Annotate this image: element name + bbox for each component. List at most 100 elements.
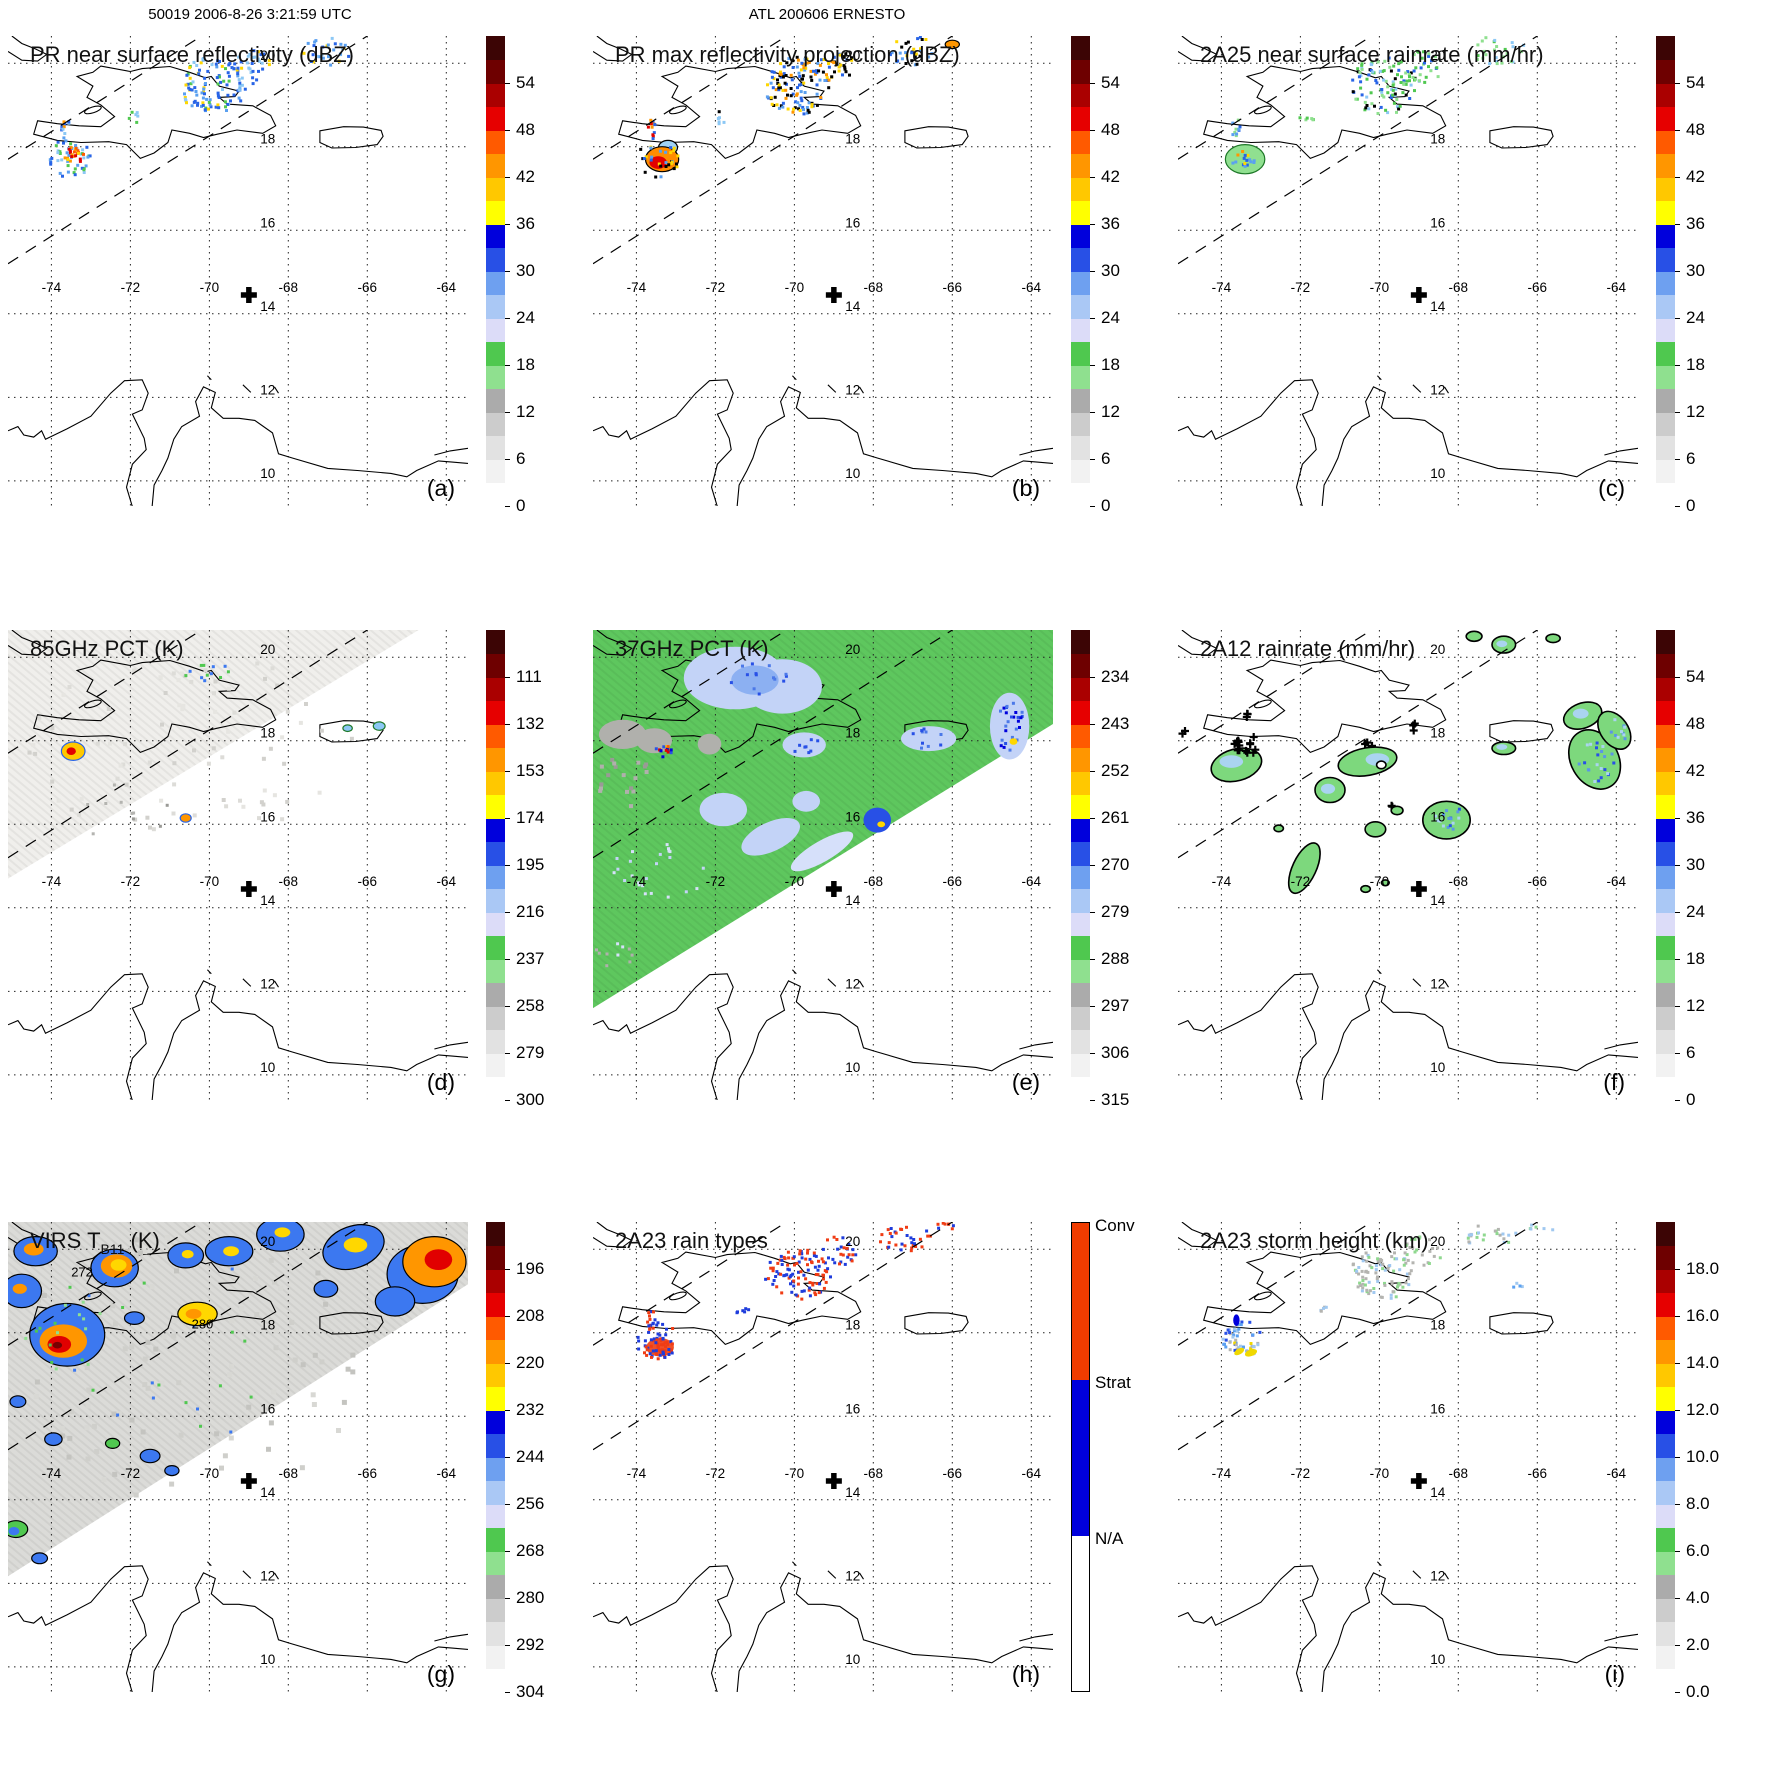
coastlines: [1178, 1222, 1638, 1692]
lat-label: 10: [845, 466, 860, 481]
colorbar-segment: [1071, 224, 1090, 248]
lat-label: 20: [845, 642, 860, 657]
colorbar-segment: [1656, 1410, 1675, 1434]
graticule: [1178, 1222, 1638, 1692]
colorbar-segment: [1071, 341, 1090, 366]
lat-label: 18: [1430, 132, 1445, 147]
colorbar-tick: [505, 1409, 510, 1411]
coastlines: [1178, 630, 1638, 1100]
colorbar-tick-label: 6.0: [1686, 1541, 1710, 1560]
colorbar-tick: [1675, 223, 1680, 225]
colorbar-segment: [1656, 294, 1675, 319]
colorbar-segment: [486, 1316, 505, 1340]
panel-title-b: PR max reflectivity projection (dBZ): [615, 42, 960, 67]
colorbar-segment: [1656, 1433, 1675, 1458]
colorbar-segment: [486, 482, 505, 507]
colorbar-segment: [1656, 818, 1675, 842]
lat-label: 20: [1430, 48, 1445, 63]
colorbar-tick: [1090, 505, 1095, 507]
lon-label: -68: [864, 874, 884, 889]
colorbar-tick: [505, 1503, 510, 1505]
colorbar-tick-label: 111: [516, 667, 542, 686]
colorbar-tick-label: 2.0: [1686, 1635, 1710, 1654]
colorbar-segment: [1071, 630, 1090, 654]
lon-label: -68: [1449, 1466, 1469, 1481]
colorbar-segment: [486, 771, 505, 795]
colorbar-segment: [1656, 982, 1675, 1007]
colorbar-segment: [486, 1574, 505, 1599]
colorbar-tick: [505, 817, 510, 819]
colorbar-tick-label: 292: [516, 1635, 545, 1654]
lat-label: 14: [260, 893, 276, 908]
lon-label: -68: [279, 874, 299, 889]
lat-label: 14: [260, 299, 276, 314]
colorbar-tick-label: 48: [1686, 714, 1705, 733]
colorbar-segment: [486, 1504, 505, 1528]
lat-label: 12: [1430, 976, 1445, 991]
lat-label: 18: [1430, 726, 1445, 741]
lon-label: -66: [358, 1466, 378, 1481]
colorbar-tick-label: 36: [1686, 214, 1705, 233]
lon-label: -72: [706, 1466, 726, 1481]
colorbar-tick-label: 30: [1686, 261, 1705, 280]
colorbar-segment: [1656, 935, 1675, 960]
lat-label: 18: [1430, 1318, 1445, 1333]
colorbar-segment: [486, 1222, 505, 1246]
colorbar-segment: [1656, 130, 1675, 154]
colorbar-segment: [1071, 59, 1090, 84]
map-content: -74 -72 -70 -68 -66 -64 20 18 16 14 12 10: [8, 36, 468, 506]
colorbar-tick: [1675, 129, 1680, 131]
colorbar-tick-label: 232: [516, 1400, 545, 1419]
storm-center-marker: [240, 287, 257, 304]
axis-labels: -74 -72 -70 -68 -66 -64 20 18 16 14 12 10: [627, 642, 1042, 1075]
colorbar-tick: [1675, 176, 1680, 178]
colorbar-segment: [1656, 106, 1675, 131]
colorbar-tick-label: 54: [1686, 73, 1705, 92]
colorbar-tick-label: 30: [1101, 261, 1120, 280]
colorbar-tick-label: 208: [516, 1306, 545, 1325]
lat-label: 14: [1430, 1485, 1446, 1500]
lat-label: 14: [845, 299, 861, 314]
lon-label: -74: [42, 874, 62, 889]
colorbar-segment: [486, 1433, 505, 1458]
panel-title-h: 2A23 rain types: [615, 1228, 768, 1253]
colorbar-segment: [486, 247, 505, 272]
colorbar-tick-label: 42: [1101, 167, 1120, 186]
lat-label: 10: [260, 1652, 275, 1667]
colorbar-segment: [1071, 724, 1090, 748]
colorbar-tick: [505, 1550, 510, 1552]
colorbar-tick-label: 153: [516, 761, 545, 780]
map-e: -74 -72 -70 -68 -66 -64 20 18 16 14 12 10: [593, 630, 1053, 1100]
lon-label: -64: [1022, 1466, 1042, 1481]
raintype-segment: [1072, 1223, 1089, 1380]
lat-label: 18: [260, 132, 275, 147]
colorbar-tick-label: 12: [516, 402, 535, 421]
colorbar-tick: [505, 1456, 510, 1458]
colorbar-tick: [505, 317, 510, 319]
colorbar-segment: [1071, 388, 1090, 413]
colorbar-segment: [486, 83, 505, 107]
colorbar-segment: [486, 630, 505, 654]
colorbar-segment: [486, 59, 505, 84]
colorbar-tick: [1090, 676, 1095, 678]
storm-name-title: ATL 200606 ERNESTO: [748, 6, 906, 23]
colorbar-segment: [486, 1457, 505, 1481]
lon-label: -72: [706, 874, 726, 889]
colorbar-segment: [486, 200, 505, 225]
colorbar-tick: [1090, 458, 1095, 460]
colorbar-segment: [1656, 1668, 1675, 1693]
lon-label: -74: [627, 280, 647, 295]
colorbar-segment: [486, 1527, 505, 1552]
panel-letter-f: (f): [1603, 1069, 1625, 1095]
colorbar-segment: [1071, 1053, 1090, 1077]
panel-title-d: 85GHz PCT (K): [30, 636, 184, 661]
colorbar-segment: [1656, 365, 1675, 389]
raintype-label: Conv: [1095, 1216, 1135, 1235]
lat-label: 14: [260, 1485, 276, 1500]
data-features: 272 280: [8, 1222, 467, 1565]
colorbar-tick-label: 54: [1101, 73, 1120, 92]
map-f: -74 -72 -70 -68 -66 -64 20 18 16 14 12 10: [1178, 630, 1638, 1100]
lat-label: 12: [260, 976, 275, 991]
data-features: [48, 36, 351, 178]
coastlines: [593, 36, 1053, 506]
